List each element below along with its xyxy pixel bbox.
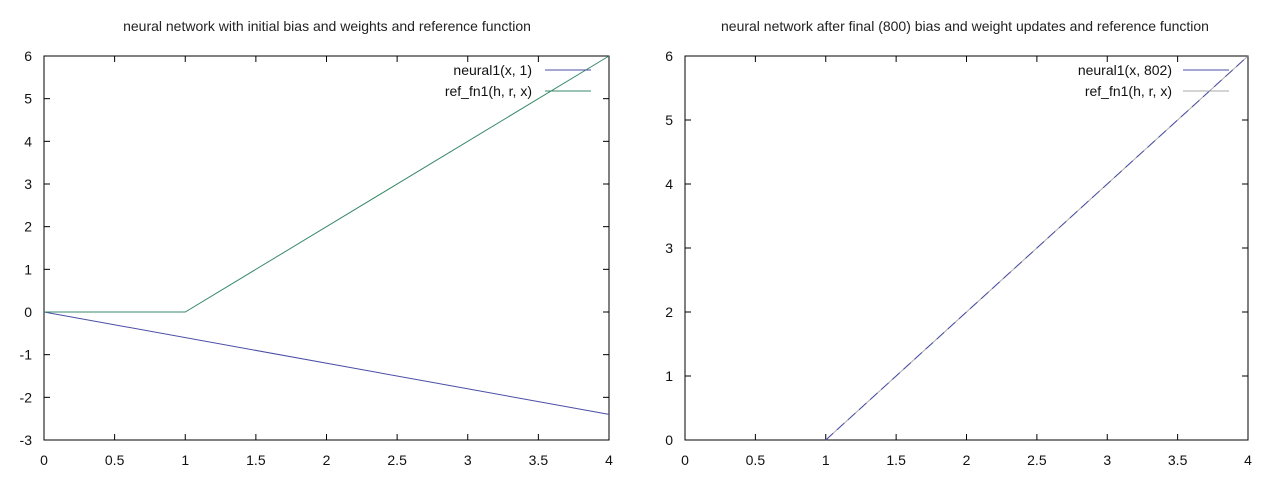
y-tick-label: 5 [665,112,673,128]
x-tick-label: 0.5 [105,452,125,468]
chart-left-title: neural network with initial bias and wei… [123,18,531,34]
y-tick-label: 2 [24,219,32,235]
x-tick-label: 3.5 [1168,452,1188,468]
x-tick-label: 2.5 [387,452,407,468]
chart-left-plot-frame [43,55,610,441]
chart-right-title: neural network after final (800) bias an… [721,18,1209,34]
y-tick-label: 4 [24,133,32,149]
series-line-neural1-initial [43,311,610,415]
y-tick-label: -1 [20,347,33,363]
y-tick-label: 6 [24,48,32,64]
x-tick-label: 0 [40,452,48,468]
x-tick-label: 1 [181,452,189,468]
x-tick-label: 1 [822,452,830,468]
series-line-neural1-final [825,55,1249,441]
chart-left-series [43,55,610,415]
y-tick-label: 5 [24,91,32,107]
y-tick-label: 3 [24,176,32,192]
series-line-ref-fn1-left [44,55,610,313]
chart-right-plot-frame [684,55,1249,441]
x-tick-label: 1.5 [246,452,266,468]
chart-right-plot-area [684,55,1249,441]
legend-label-ref-fn1-left: ref_fn1(h, r, x) [445,83,532,99]
chart-right-ticks: 0 0.5 1 1.5 2 2.5 3 3.5 4 0 1 2 3 4 5 6 [665,48,1252,468]
x-tick-label: 2.5 [1027,452,1047,468]
legend-label-neural1-initial: neural1(x, 1) [453,62,532,78]
chart-left: neural network with initial bias and wei… [20,18,614,468]
x-tick-label: 3.5 [529,452,549,468]
x-tick-label: 1.5 [886,452,906,468]
y-tick-label: 0 [665,432,673,448]
x-tick-label: 4 [1244,452,1252,468]
x-tick-label: 3 [1103,452,1111,468]
chart-left-legend: neural1(x, 1) ref_fn1(h, r, x) [445,62,591,99]
x-tick-label: 2 [963,452,971,468]
y-tick-label: 6 [665,48,673,64]
y-tick-label: 2 [665,304,673,320]
y-tick-label: 1 [24,261,32,277]
y-tick-label: 4 [665,176,673,192]
legend-label-neural1-final: neural1(x, 802) [1078,62,1172,78]
y-tick-label: 1 [665,368,673,384]
y-tick-label: -2 [20,389,33,405]
y-tick-label: 0 [24,304,32,320]
chart-left-plot-area [43,55,610,441]
legend-label-ref-fn1-right: ref_fn1(h, r, x) [1085,83,1172,99]
x-tick-label: 4 [605,452,613,468]
chart-right: neural network after final (800) bias an… [665,18,1252,468]
chart-right-series [825,55,1249,441]
x-tick-label: 2 [323,452,331,468]
x-tick-label: 0 [681,452,689,468]
y-tick-label: 3 [665,240,673,256]
y-tick-label: -3 [20,432,33,448]
x-tick-label: 0.5 [746,452,766,468]
chart-right-legend: neural1(x, 802) ref_fn1(h, r, x) [1078,62,1229,99]
chart-left-ticks: 0 0.5 1 1.5 2 2.5 3 3.5 4 -3 -2 -1 0 1 2 3 4 5 6 [20,48,614,468]
x-tick-label: 3 [464,452,472,468]
